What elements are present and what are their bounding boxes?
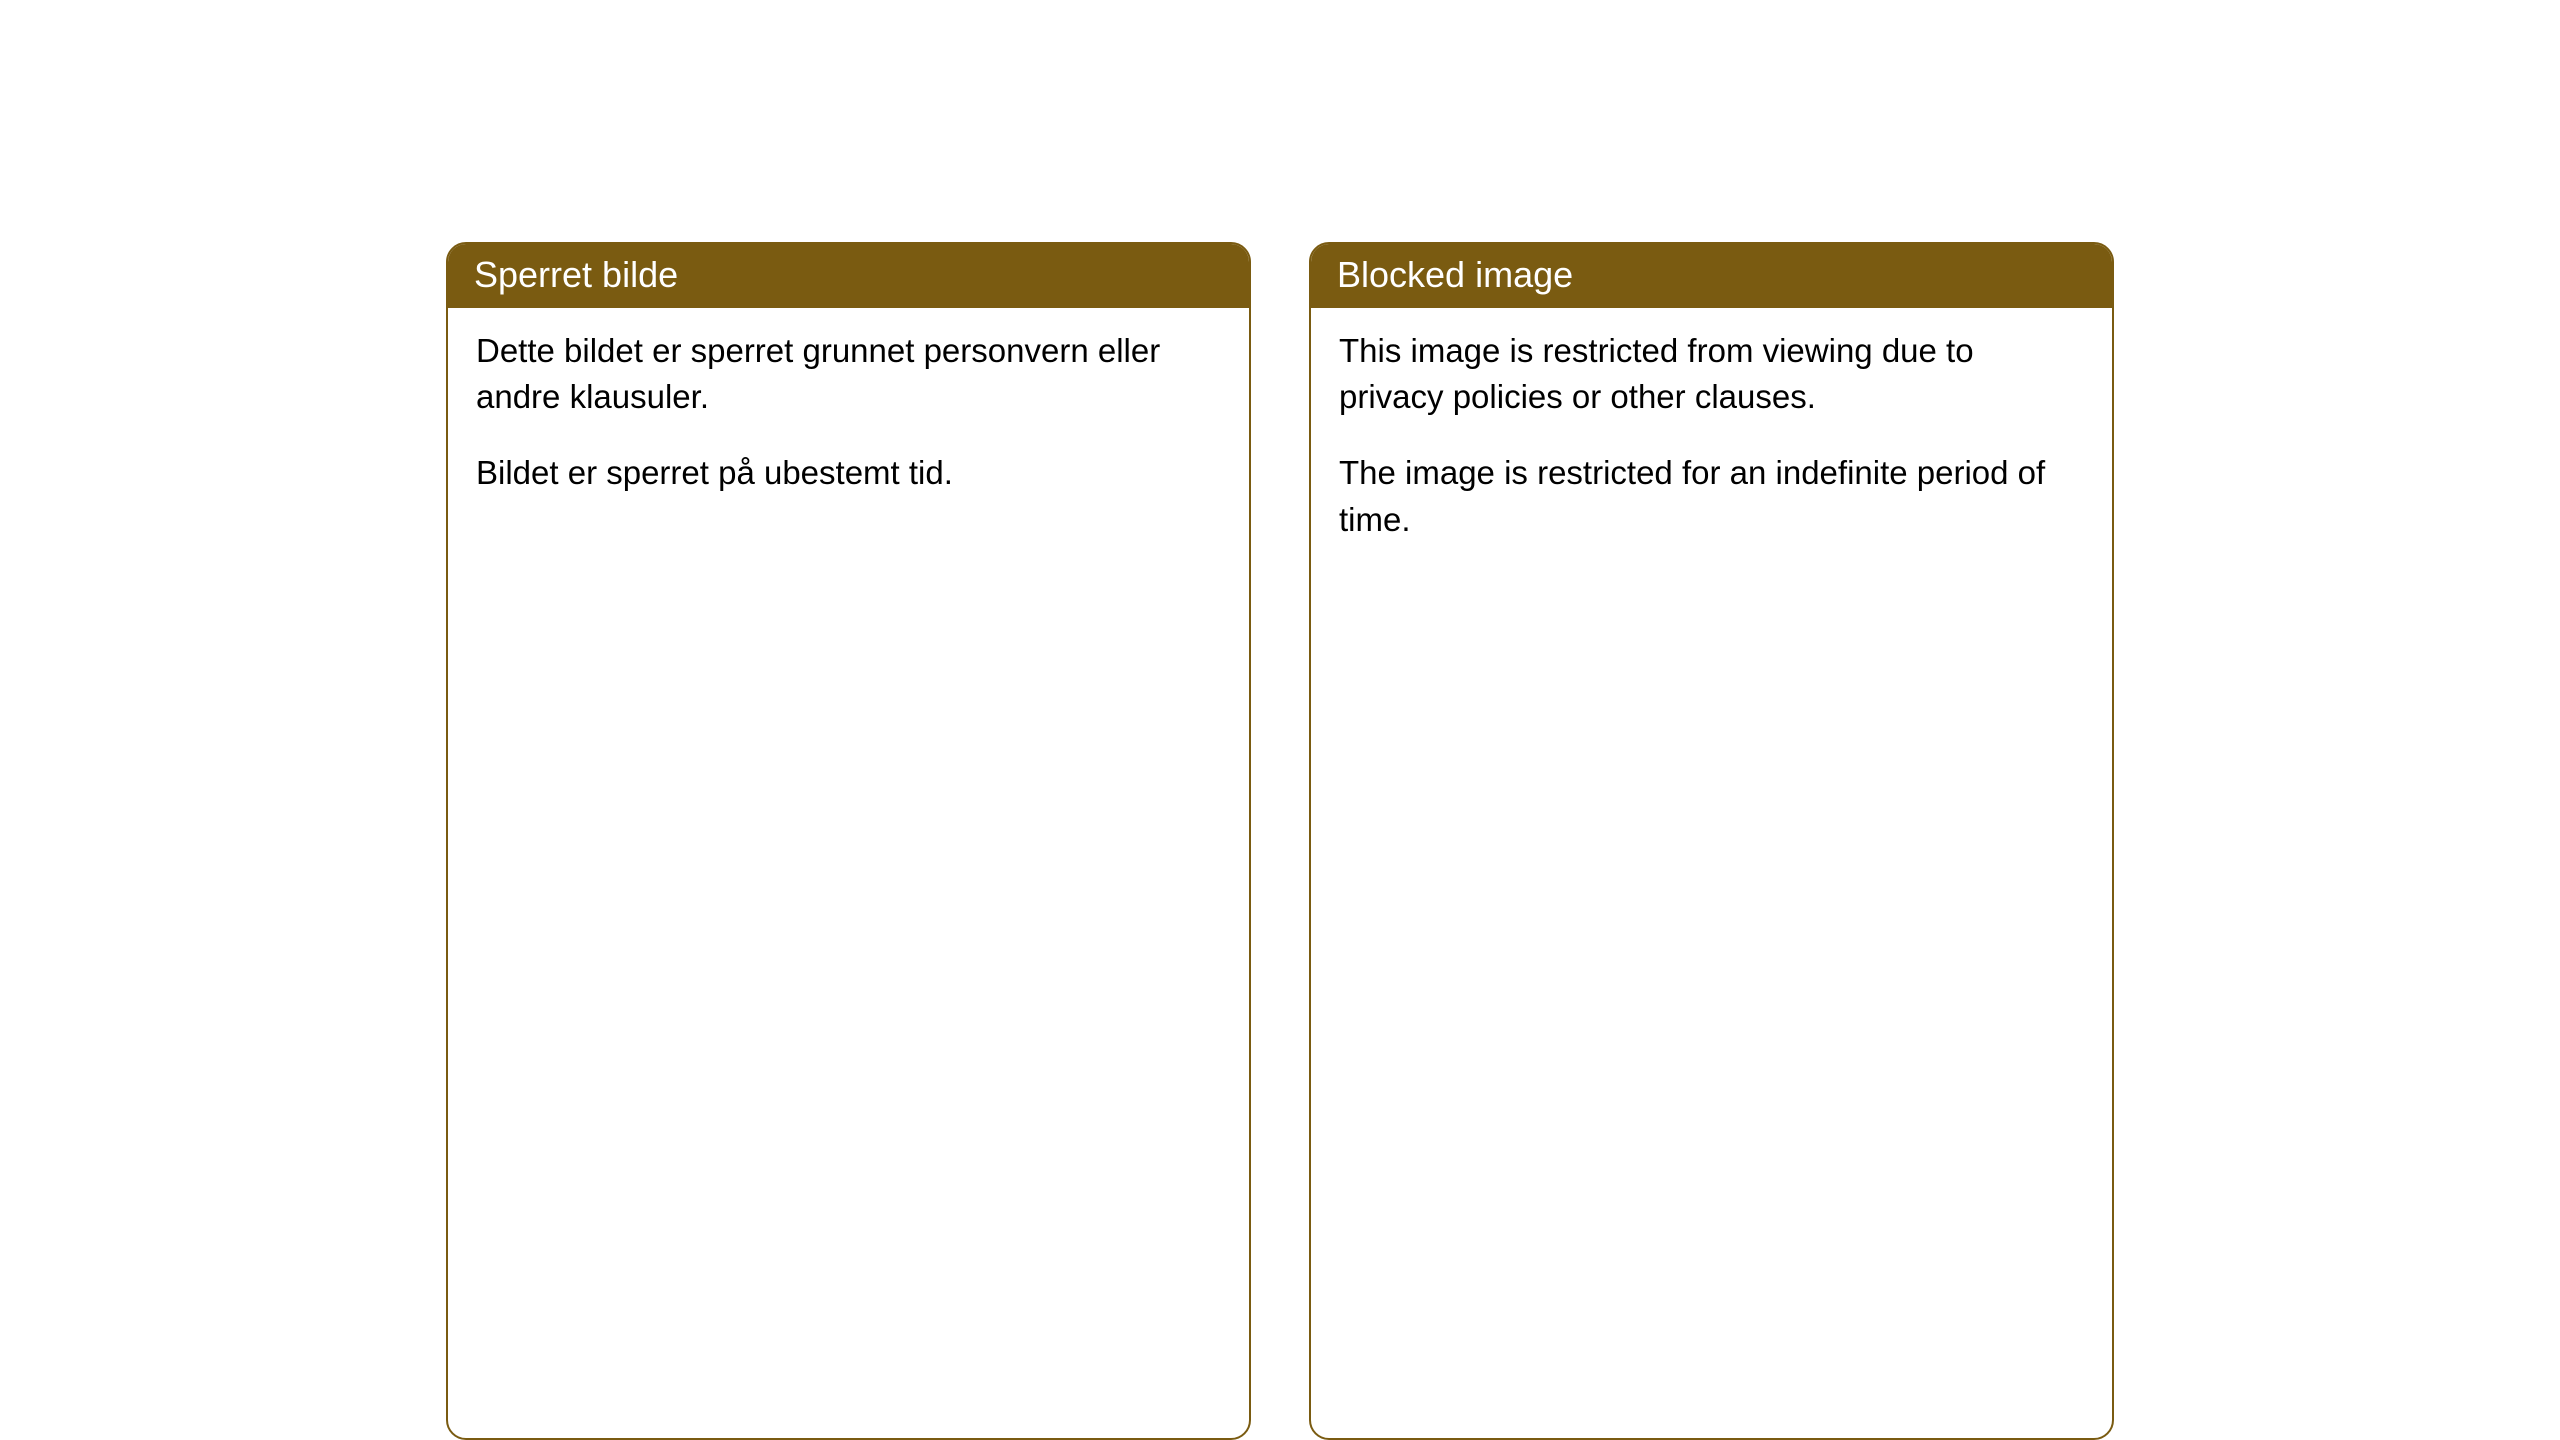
- card-title: Sperret bilde: [448, 244, 1249, 308]
- card-paragraph: The image is restricted for an indefinit…: [1339, 450, 2084, 542]
- card-paragraph: Dette bildet er sperret grunnet personve…: [476, 328, 1221, 420]
- blocked-image-card-en: Blocked image This image is restricted f…: [1309, 242, 2114, 1440]
- card-paragraph: This image is restricted from viewing du…: [1339, 328, 2084, 420]
- notice-container: Sperret bilde Dette bildet er sperret gr…: [446, 242, 2114, 1440]
- blocked-image-card-no: Sperret bilde Dette bildet er sperret gr…: [446, 242, 1251, 1440]
- card-title: Blocked image: [1311, 244, 2112, 308]
- card-body: This image is restricted from viewing du…: [1311, 308, 2112, 585]
- card-paragraph: Bildet er sperret på ubestemt tid.: [476, 450, 1221, 496]
- card-body: Dette bildet er sperret grunnet personve…: [448, 308, 1249, 539]
